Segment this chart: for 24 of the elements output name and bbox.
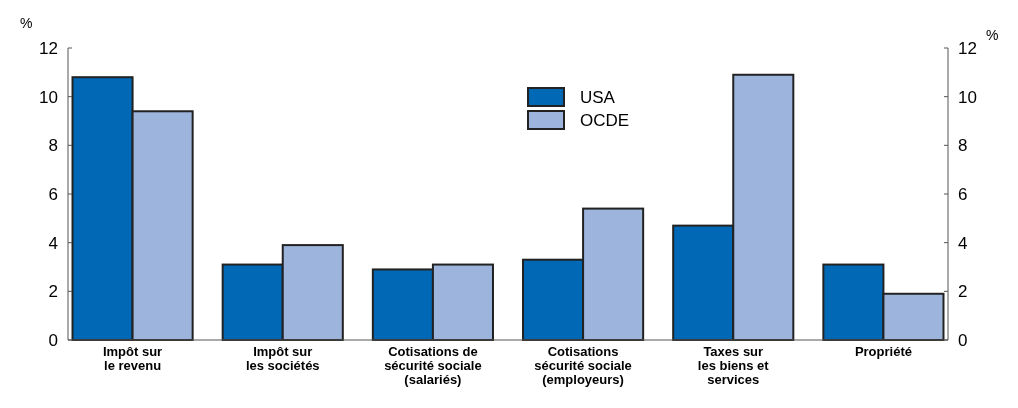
y-tick-label: 12 bbox=[39, 38, 58, 58]
legend-label: USA bbox=[580, 87, 616, 107]
y2-axis-title: % bbox=[986, 27, 999, 43]
x-tick-label: Taxes sur les biens et services bbox=[697, 344, 770, 387]
x-tick-label: Cotisations de sécurité sociale (salariés) bbox=[384, 344, 482, 387]
x-tick-label: Impôt sur le revenu bbox=[102, 344, 163, 373]
y2-tick-label: 10 bbox=[958, 87, 977, 107]
y-tick-label: 8 bbox=[48, 136, 58, 156]
y-tick-label: 2 bbox=[48, 282, 58, 302]
x-tick-label: Impôt sur les sociétés bbox=[245, 344, 320, 373]
y2-tick-label: 6 bbox=[958, 184, 968, 204]
y2-tick-label: 8 bbox=[958, 136, 968, 156]
y-tick-label: 4 bbox=[48, 233, 58, 253]
y2-tick-label: 12 bbox=[958, 38, 977, 58]
y2-tick-label: 4 bbox=[958, 233, 968, 253]
x-tick-label: Propriété bbox=[854, 344, 912, 359]
y-tick-label: 0 bbox=[48, 330, 58, 350]
y2-tick-label: 0 bbox=[958, 330, 968, 350]
legend-label: OCDE bbox=[580, 110, 630, 130]
y2-tick-label: 2 bbox=[958, 282, 968, 302]
y-tick-label: 10 bbox=[39, 87, 58, 107]
y-tick-label: 6 bbox=[48, 184, 58, 204]
x-tick-label: Cotisations sécurité sociale (employeurs) bbox=[534, 344, 632, 387]
y-axis-title: % bbox=[20, 15, 33, 31]
